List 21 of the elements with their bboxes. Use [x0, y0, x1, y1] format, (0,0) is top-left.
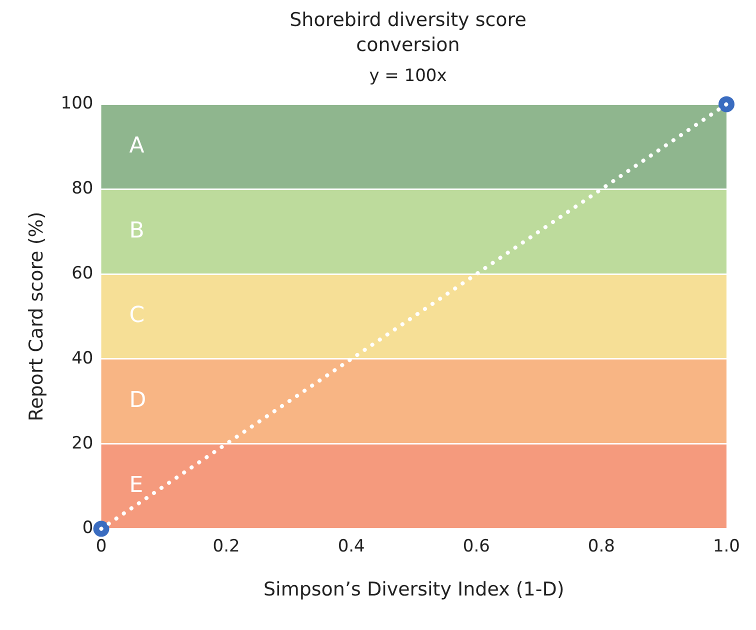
y-tick-label: 0: [82, 518, 94, 538]
x-axis-title: Simpson’s Diversity Index (1-D): [263, 578, 564, 601]
x-tick-label: 0.8: [588, 536, 615, 556]
x-tick-label: 0.6: [462, 536, 490, 556]
x-tick-label: 0.4: [338, 536, 365, 556]
y-tick-label: 20: [72, 433, 94, 454]
y-tick-label: 80: [72, 178, 94, 199]
y-tick-label: 60: [72, 263, 94, 284]
band-label: B: [129, 218, 144, 244]
band-label: D: [129, 388, 146, 414]
y-axis-title: Report Card score (%): [25, 212, 48, 422]
y-tick-label: 100: [60, 94, 94, 114]
x-tick-label: 1.0: [712, 536, 740, 556]
band-label: C: [129, 303, 145, 328]
chart-subtitle: y = 100x: [368, 66, 448, 86]
chart-title: Shorebird diversity score conversion: [288, 8, 528, 58]
y-tick-label: 40: [72, 348, 94, 368]
x-tick-label: 0.2: [212, 536, 240, 556]
band-label: A: [129, 133, 144, 158]
band-label: E: [129, 473, 144, 498]
x-tick-label: 0: [96, 536, 107, 556]
